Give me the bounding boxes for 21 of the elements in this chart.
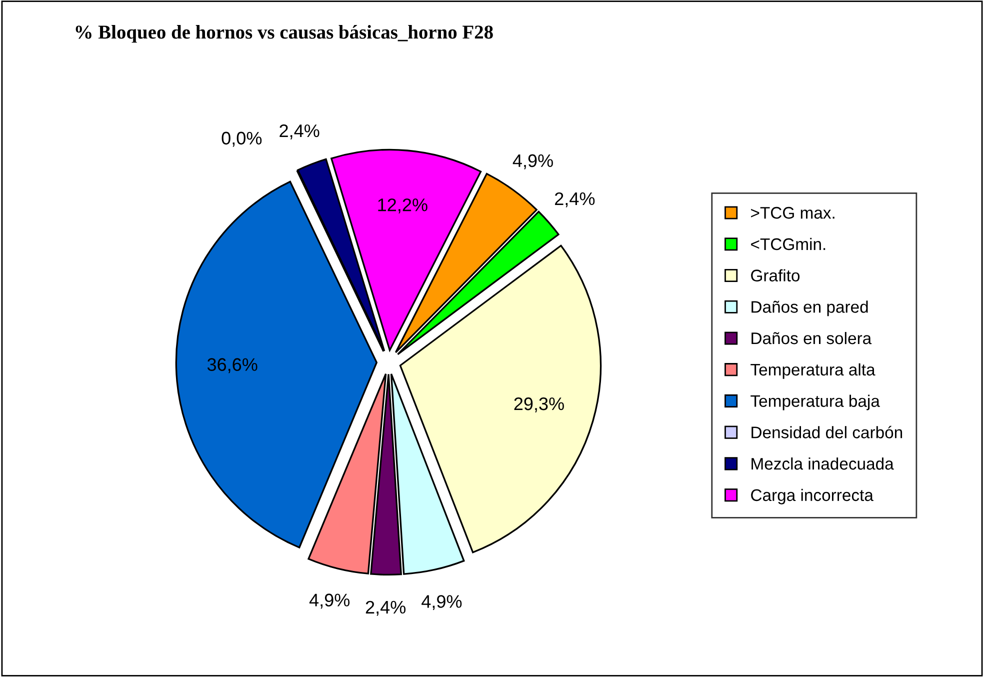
data-label: 2,4%: [555, 192, 595, 208]
legend-label: <TCGmin.: [751, 238, 826, 250]
legend-label: Grafito: [751, 269, 800, 282]
data-label: 2,4%: [280, 124, 320, 140]
legend-label: Daños en solera: [752, 332, 872, 344]
legend-label: Temperatura baja: [750, 394, 880, 410]
legend-label: Densidad del carbón: [752, 426, 902, 438]
legend-label: Daños en pared: [752, 300, 868, 316]
legend-label: Temperatura alta: [750, 363, 876, 379]
data-label: 2,4%: [366, 600, 406, 616]
legend-label: Carga incorrecta: [751, 488, 874, 504]
legend-label: Mezcla inadecuada: [752, 457, 894, 470]
text: 0,0%: [222, 132, 262, 147]
data-label: 4,9%: [422, 595, 462, 610]
data-label: 29,3%: [514, 397, 564, 412]
data-label: 36,6%: [207, 358, 258, 374]
legend-label: >TCG max.: [751, 206, 834, 219]
data-label: 4,9%: [512, 154, 553, 170]
data-label: 12,2%: [378, 198, 428, 214]
chart-title: % Bloqueo de hornos vs causas básicas_horno F28: [76, 25, 493, 43]
data-label: 4,9%: [309, 594, 350, 609]
